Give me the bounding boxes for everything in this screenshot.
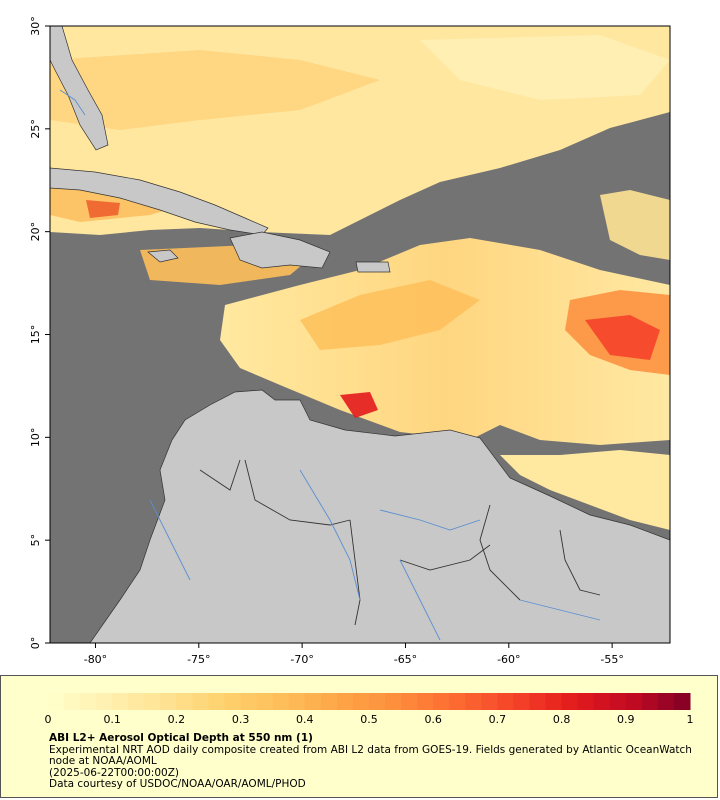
jamaica — [147, 249, 179, 263]
colorbar-cell — [545, 693, 563, 710]
colorbar-cell — [625, 693, 643, 710]
colorbar-cell — [561, 693, 579, 710]
colorbar-cell — [96, 693, 113, 710]
colorbar-cell — [465, 693, 482, 710]
colorbar: 0 0.1 0.2 0.3 0.4 0.5 0.6 0.7 0.8 0.9 1 — [45, 693, 694, 726]
colorbar-cell — [513, 693, 530, 710]
country-borders — [199, 459, 601, 626]
lon-tick-label: -80° — [84, 653, 107, 666]
colorbar-cell — [112, 693, 129, 710]
legend-title: ABI L2+ Aerosol Optical Depth at 550 nm … — [49, 732, 313, 744]
colorbar-cell — [80, 693, 97, 710]
colorbar-tick-label: 0.8 — [553, 713, 571, 726]
colorbar-cell — [449, 693, 466, 710]
colorbar-tick-label: 0.3 — [232, 713, 250, 726]
colorbar-cell — [192, 693, 209, 710]
colorbar-cell — [369, 693, 386, 710]
colorbar-cell — [417, 693, 434, 710]
lat-tick-label: 15° — [29, 325, 42, 345]
colorbar-cell — [336, 693, 354, 710]
colorbar-cell — [288, 693, 306, 710]
colorbar-cell — [240, 693, 258, 710]
aod-map: -80° -75° -70° -65° -60° -55° 0° 5° 10° 15° 20° 25… — [29, 16, 671, 666]
colorbar-tick-label: 0.9 — [617, 713, 635, 726]
colorbar-cell — [320, 693, 338, 710]
colorbar-cell — [224, 693, 242, 710]
colorbar-tick-labels: 0 0.1 0.2 0.3 0.4 0.5 0.6 0.7 0.8 0.9 1 — [45, 713, 694, 726]
colorbar-cell — [256, 693, 274, 710]
colorbar-tick-label: 0.1 — [103, 713, 121, 726]
lon-tick-label: -70° — [290, 653, 313, 666]
legend-credit: Data courtesy of USDOC/NOAA/OAR/AOML/PHO… — [49, 778, 306, 790]
colorbar-cell — [128, 693, 145, 710]
lon-tick-label: -65° — [394, 653, 417, 666]
colorbar-cell — [577, 693, 595, 710]
colorbar-tick-label: 0.4 — [296, 713, 314, 726]
longitude-axis: -80° -75° -70° -65° -60° -55° — [84, 643, 624, 666]
lon-tick-label: -55° — [600, 653, 623, 666]
colorbar-cell — [352, 693, 370, 710]
legend-date: (2025-06-22T00:00:00Z) — [49, 766, 179, 779]
lat-tick-label: 5° — [29, 534, 42, 547]
legend-panel: 0 0.1 0.2 0.3 0.4 0.5 0.6 0.7 0.8 0.9 1 ABI L2+ Ae… — [0, 675, 718, 798]
colorbar-cell — [160, 693, 177, 710]
colorbar-cell — [529, 693, 547, 710]
colorbar-cell — [401, 693, 418, 710]
colorbar-tick-label: 0.2 — [168, 713, 186, 726]
colorbar-cell — [593, 693, 611, 710]
colorbar-tick-label: 0 — [45, 713, 52, 726]
colorbar-cell — [657, 693, 675, 710]
lon-tick-label: -75° — [187, 653, 210, 666]
colorbar-cell — [385, 693, 402, 710]
colorbar-cell — [641, 693, 659, 710]
colorbar-cell — [433, 693, 450, 710]
colorbar-cell — [272, 693, 290, 710]
colorbar-cell — [481, 693, 498, 710]
legend-description: Experimental NRT AOD daily composite cre… — [49, 743, 696, 767]
rivers — [59, 89, 601, 641]
colorbar-cell — [64, 693, 81, 710]
colorbar-cell — [304, 693, 322, 710]
colorbar-tick-label: 0.7 — [489, 713, 507, 726]
colorbar-cell — [673, 693, 691, 710]
land-masses — [50, 26, 670, 643]
colorbar-cell — [609, 693, 627, 710]
lon-tick-label: -60° — [497, 653, 520, 666]
hispaniola — [229, 231, 331, 269]
latitude-axis: 0° 5° 10° 15° 20° 25° 30° — [29, 16, 50, 649]
puerto-rico — [355, 261, 391, 273]
lat-tick-label: 30° — [29, 16, 42, 36]
colorbar-cell — [144, 693, 161, 710]
colorbar-scale — [48, 693, 691, 710]
florida-peninsula — [50, 26, 109, 151]
colorbar-cell — [48, 693, 65, 710]
colorbar-cell — [208, 693, 226, 710]
south-america — [89, 389, 670, 643]
lat-tick-label: 0° — [29, 637, 42, 650]
colorbar-cell — [176, 693, 193, 710]
lat-tick-label: 20° — [29, 222, 42, 242]
colorbar-tick-label: 0.5 — [360, 713, 378, 726]
legend-text: ABI L2+ Aerosol Optical Depth at 550 nm … — [49, 732, 699, 791]
lat-tick-label: 10° — [29, 428, 42, 448]
colorbar-tick-label: 1 — [687, 713, 694, 726]
colorbar-cell — [497, 693, 514, 710]
colorbar-tick-label: 0.6 — [424, 713, 442, 726]
lat-tick-label: 25° — [29, 119, 42, 139]
